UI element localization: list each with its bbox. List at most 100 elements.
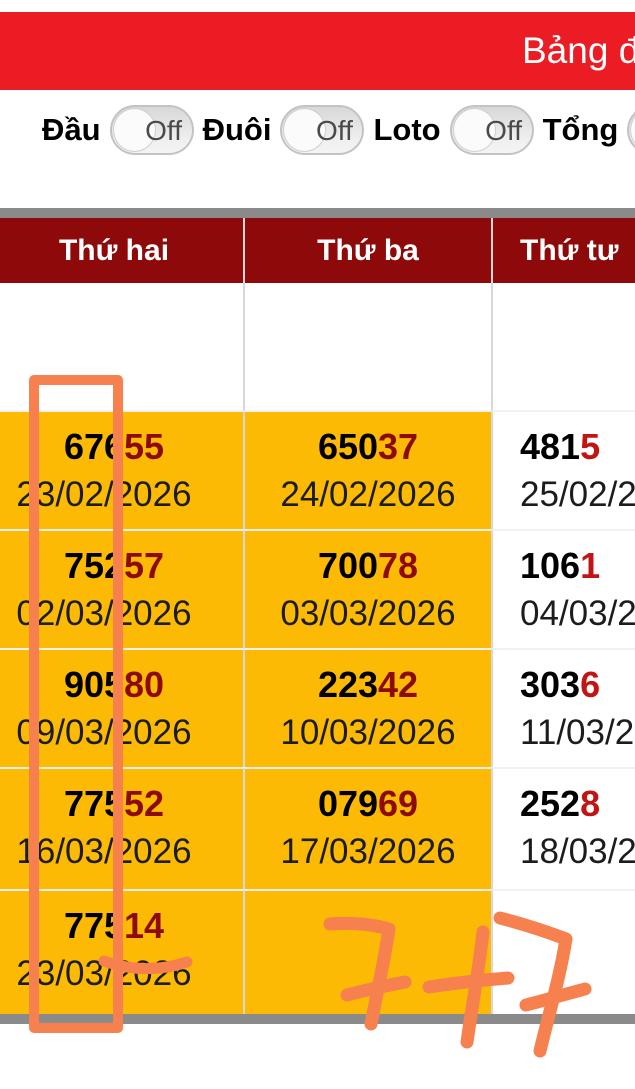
- result-cell: 07969 17/03/2026: [243, 767, 491, 889]
- toggle-dau[interactable]: Off: [109, 105, 194, 155]
- lottery-number: 77552: [0, 781, 243, 827]
- toggle-label-tong: Tổng: [542, 112, 619, 147]
- number-main: 700: [317, 545, 379, 586]
- lottery-number: 1061: [520, 543, 635, 589]
- column-header-tuesday: Thứ ba: [243, 218, 491, 283]
- number-tail: 52: [124, 783, 165, 824]
- toggle-knob-icon: [283, 108, 327, 152]
- title-bar: Bảng đ: [0, 12, 635, 90]
- result-date: 17/03/2026: [280, 832, 456, 871]
- table-header-row: Thứ hai Thứ ba Thứ tư: [0, 218, 635, 283]
- result-cell: 2528 18/03/2026: [491, 767, 635, 889]
- result-cell: [243, 889, 491, 1014]
- lottery-number: 75257: [0, 543, 243, 589]
- result-date: 09/03/2026: [16, 713, 192, 752]
- lottery-number: 3036: [520, 662, 635, 708]
- result-date: 02/03/2026: [16, 594, 192, 633]
- toggle-knob-icon: [630, 108, 635, 152]
- lottery-number: 70078: [245, 543, 491, 589]
- number-main: 303: [520, 664, 581, 705]
- number-main: 775: [63, 783, 125, 824]
- toggle-label-dau: Đầu: [42, 112, 101, 147]
- number-main: 775: [63, 905, 125, 946]
- results-table-frame: Thứ hai Thứ ba Thứ tư 67655 23/02/2026 6…: [0, 208, 635, 1024]
- result-date: 23/02/2026: [16, 475, 192, 514]
- table-row: 67655 23/02/2026 65037 24/02/2026 4815 2…: [0, 410, 635, 529]
- lottery-number: 07969: [245, 781, 491, 827]
- empty-cell: [491, 283, 635, 410]
- result-cell: 70078 03/03/2026: [243, 529, 491, 648]
- number-tail: 6: [580, 664, 601, 705]
- toggle-state-label: Off: [485, 115, 523, 146]
- number-tail: 1: [580, 545, 601, 586]
- toggle-label-loto: Loto: [373, 112, 441, 147]
- number-tail: 57: [124, 545, 165, 586]
- number-tail: 8: [580, 783, 601, 824]
- number-main: 106: [520, 545, 581, 586]
- toggle-state-label: Off: [316, 115, 353, 146]
- number-tail: 42: [378, 664, 419, 705]
- table-row: 90580 09/03/2026 22342 10/03/2026 3036 1…: [0, 648, 635, 767]
- number-main: 676: [63, 426, 125, 467]
- lottery-number: 90580: [0, 662, 243, 708]
- result-date: 03/03/2026: [280, 594, 456, 633]
- result-date: 10/03/2026: [280, 713, 456, 752]
- number-tail: 5: [580, 426, 601, 467]
- result-cell: 4815 25/02/2026: [491, 410, 635, 529]
- number-main: 079: [317, 783, 379, 824]
- toggle-duoi[interactable]: Off: [280, 105, 365, 155]
- toggle-loto[interactable]: Off: [449, 105, 534, 155]
- empty-week-row: [0, 283, 635, 410]
- column-header-monday: Thứ hai: [0, 218, 243, 283]
- table-row: 77552 16/03/2026 07969 17/03/2026 2528 1…: [0, 767, 635, 889]
- number-main: 905: [63, 664, 125, 705]
- result-cell: 22342 10/03/2026: [243, 648, 491, 767]
- result-cell: [491, 889, 635, 1014]
- result-date: 18/03/2026: [520, 832, 635, 871]
- lottery-number: 4815: [520, 424, 635, 470]
- lottery-number: 2528: [520, 781, 635, 827]
- page-title: Bảng đ: [522, 30, 635, 71]
- result-date: 04/03/2026: [520, 594, 635, 633]
- result-date: 23/03/2026: [16, 954, 192, 993]
- toggle-tong[interactable]: Off: [627, 105, 635, 155]
- number-main: 223: [317, 664, 379, 705]
- result-cell: 3036 11/03/2026: [491, 648, 635, 767]
- empty-cell: [243, 283, 491, 410]
- number-tail: 37: [378, 426, 419, 467]
- result-cell: 77514 23/03/2026: [0, 889, 243, 1014]
- number-main: 252: [520, 783, 581, 824]
- lottery-number: 65037: [245, 424, 491, 470]
- result-cell: 75257 02/03/2026: [0, 529, 243, 648]
- result-date: 16/03/2026: [16, 832, 192, 871]
- result-cell: 1061 04/03/2026: [491, 529, 635, 648]
- number-main: 650: [317, 426, 379, 467]
- toggle-state-label: Off: [145, 115, 182, 146]
- result-cell: 90580 09/03/2026: [0, 648, 243, 767]
- result-date: 24/02/2026: [280, 475, 456, 514]
- result-cell: 77552 16/03/2026: [0, 767, 243, 889]
- result-date: 11/03/2026: [520, 713, 635, 752]
- number-main: 752: [63, 545, 125, 586]
- lottery-number: 22342: [245, 662, 491, 708]
- column-header-wednesday: Thứ tư: [491, 218, 635, 283]
- toggle-knob-icon: [452, 108, 496, 152]
- number-tail: 78: [378, 545, 419, 586]
- result-date: 25/02/2026: [520, 475, 635, 514]
- result-cell: 67655 23/02/2026: [0, 410, 243, 529]
- number-tail: 55: [124, 426, 165, 467]
- number-main: 481: [520, 426, 581, 467]
- number-tail: 80: [124, 664, 165, 705]
- empty-cell: [0, 283, 243, 410]
- results-table: Thứ hai Thứ ba Thứ tư 67655 23/02/2026 6…: [0, 218, 635, 1014]
- filter-toolbar: Đầu Off Đuôi Off Loto Off Tổng Off: [0, 90, 635, 208]
- number-tail: 14: [124, 905, 165, 946]
- lottery-number: 67655: [0, 424, 243, 470]
- lottery-number: 77514: [0, 903, 243, 949]
- table-row: 75257 02/03/2026 70078 03/03/2026 1061 0…: [0, 529, 635, 648]
- result-cell: 65037 24/02/2026: [243, 410, 491, 529]
- number-tail: 69: [378, 783, 419, 824]
- toggle-knob-icon: [112, 108, 156, 152]
- table-row: 77514 23/03/2026: [0, 889, 635, 1014]
- toggle-label-duoi: Đuôi: [202, 112, 272, 147]
